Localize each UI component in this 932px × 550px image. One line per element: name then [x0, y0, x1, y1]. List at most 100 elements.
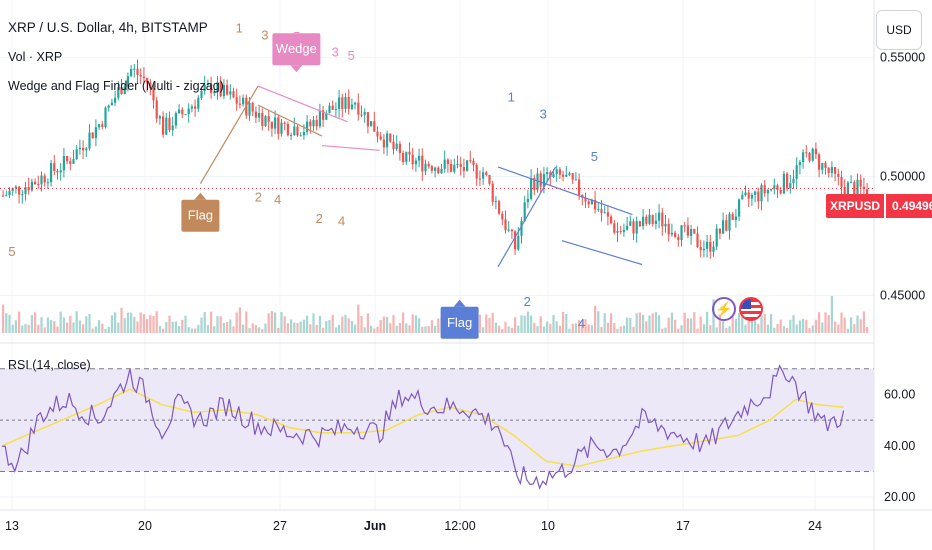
- candle: [856, 179, 859, 196]
- candle: [418, 155, 421, 161]
- volume-bar: [725, 327, 728, 333]
- candle: [690, 228, 693, 236]
- currency-button[interactable]: USD: [876, 10, 922, 50]
- volume-bar: [837, 324, 840, 333]
- volume-bar: [552, 314, 555, 333]
- candle: [53, 163, 56, 172]
- volume-bar: [616, 328, 619, 333]
- volume-bar: [680, 325, 683, 333]
- candle: [485, 172, 488, 175]
- volume-bar: [776, 323, 779, 333]
- candle: [254, 111, 257, 118]
- candle: [654, 220, 657, 225]
- candle: [366, 112, 369, 127]
- volume-bar: [645, 321, 648, 333]
- volume-bar: [242, 324, 245, 333]
- volume-bar: [555, 321, 558, 333]
- volume-bar: [136, 321, 139, 333]
- candle: [379, 136, 382, 140]
- volume-bar: [334, 327, 337, 333]
- volume-bar: [491, 312, 494, 333]
- volume-bar: [66, 322, 69, 333]
- volume-bar: [290, 319, 293, 333]
- candle: [792, 178, 795, 184]
- volume-bar: [581, 320, 584, 333]
- candle: [325, 113, 328, 120]
- candle: [600, 209, 603, 213]
- volume-bar: [757, 324, 760, 333]
- candle: [306, 121, 309, 133]
- us-flag-icon[interactable]: [739, 297, 763, 321]
- candle: [258, 113, 261, 118]
- volume-bar: [270, 311, 273, 333]
- candle: [866, 189, 869, 197]
- zigzag-label: 2: [316, 211, 323, 226]
- volume-bar: [27, 324, 30, 333]
- candle: [648, 214, 651, 224]
- flag2-lower-line: [561, 240, 643, 266]
- candle: [354, 102, 357, 105]
- volume-bar: [706, 311, 709, 333]
- candle: [338, 97, 341, 109]
- volume-bar: [405, 323, 408, 333]
- zigzag-label: 5: [8, 244, 15, 259]
- zigzag-label: 5: [348, 48, 355, 63]
- volume-bar: [510, 327, 513, 333]
- volume-bar: [600, 326, 603, 333]
- volume-bar: [133, 316, 136, 333]
- volume-bar: [686, 318, 689, 333]
- candle: [120, 87, 123, 94]
- price-tick-label: 0.45000: [880, 288, 925, 302]
- candle: [555, 169, 558, 175]
- lightning-icon[interactable]: ⚡: [712, 297, 736, 321]
- candle: [859, 179, 862, 187]
- candle: [216, 81, 219, 93]
- candle: [43, 175, 46, 183]
- volume-bar: [568, 328, 571, 333]
- candle: [530, 177, 533, 199]
- volume-bar: [184, 315, 187, 333]
- volume-bar: [437, 318, 440, 333]
- candle: [818, 154, 821, 170]
- volume-bar: [82, 324, 85, 333]
- candle: [594, 199, 597, 210]
- volume-bar: [709, 325, 712, 333]
- volume-bar: [274, 312, 277, 333]
- candle: [296, 126, 299, 136]
- volume-bar: [181, 319, 184, 333]
- volume-bar: [91, 328, 94, 333]
- volume-bar: [667, 317, 670, 333]
- volume-bar: [299, 321, 302, 333]
- candle: [501, 213, 504, 220]
- volume-bar: [341, 316, 344, 333]
- volume-bar: [530, 315, 533, 333]
- volume-bar: [386, 317, 389, 333]
- volume-bar: [389, 323, 392, 333]
- volume-bar: [302, 319, 305, 333]
- candle: [789, 183, 792, 189]
- current-price-tag[interactable]: XRPUSD 0.49496: [826, 194, 932, 218]
- candle: [72, 159, 75, 164]
- candle: [56, 171, 59, 173]
- candle: [197, 97, 200, 109]
- volume-bar: [322, 327, 325, 333]
- candle: [440, 168, 443, 174]
- volume-bar: [789, 319, 792, 333]
- candle: [450, 163, 453, 172]
- volume-bar: [216, 316, 219, 333]
- volume-bar: [21, 325, 24, 333]
- candle: [786, 173, 789, 189]
- volume-bar: [728, 326, 731, 333]
- volume-bar: [219, 316, 222, 333]
- volume-bar: [94, 326, 97, 333]
- candle: [533, 177, 536, 190]
- candle: [523, 202, 526, 222]
- candle: [98, 124, 101, 128]
- candle: [430, 166, 433, 171]
- volume-bar: [347, 318, 350, 333]
- volume-bar: [232, 326, 235, 333]
- candle: [309, 121, 312, 127]
- volume-bar: [731, 316, 734, 333]
